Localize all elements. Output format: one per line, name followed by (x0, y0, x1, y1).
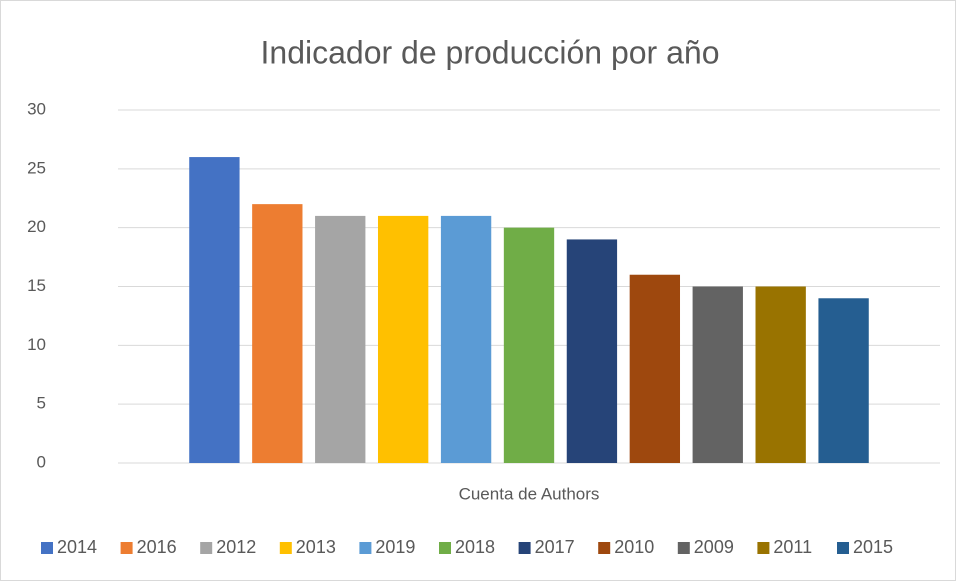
bar (189, 157, 240, 464)
legend-label: 2017 (535, 537, 575, 557)
chart-title: Indicador de producción por año (261, 34, 720, 70)
bar (692, 286, 743, 463)
legend-label: 2009 (694, 537, 734, 557)
legend-label: 2013 (296, 537, 336, 557)
bar (629, 274, 681, 463)
legend-label: 2010 (614, 537, 654, 557)
legend-swatch (757, 542, 770, 554)
y-tick-label: 25 (27, 158, 46, 177)
bar (252, 204, 303, 463)
legend-label: 2018 (455, 537, 495, 557)
bar (315, 215, 366, 463)
legend-swatch (598, 542, 611, 554)
legend-label: 2014 (57, 537, 97, 557)
y-tick-label: 15 (27, 276, 46, 295)
legend-label: 2015 (853, 537, 893, 557)
legend-label: 2012 (216, 537, 256, 557)
y-tick-label: 30 (27, 99, 46, 118)
bar (503, 227, 555, 463)
bar (755, 286, 806, 463)
legend-label: 2019 (375, 537, 415, 557)
legend-swatch (518, 542, 531, 554)
bar (566, 239, 618, 463)
legend-swatch (439, 542, 451, 554)
bar (377, 215, 429, 463)
y-tick-label: 5 (37, 394, 46, 413)
legend-swatch (677, 542, 690, 554)
y-tick-label: 0 (37, 452, 46, 471)
legend-swatch (279, 542, 292, 554)
legend-label: 2011 (773, 537, 812, 557)
bar (818, 298, 869, 463)
legend-swatch (359, 542, 372, 554)
y-tick-label: 20 (27, 217, 46, 236)
legend-label: 2016 (137, 537, 177, 557)
legend-swatch (120, 542, 133, 554)
legend-swatch (41, 542, 53, 554)
bar (440, 215, 492, 463)
x-tick-label: Cuenta de Authors (459, 484, 600, 503)
legend-swatch (200, 542, 213, 554)
legend-swatch (837, 542, 849, 554)
y-tick-label: 10 (27, 335, 46, 354)
